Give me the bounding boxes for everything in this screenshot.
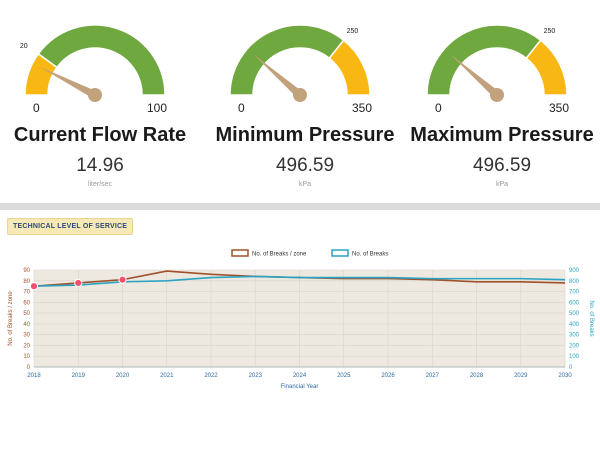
gauge-value: 496.59 (275, 155, 335, 176)
x-tick-label: 2020 (116, 373, 130, 379)
y-left-tick-label: 50 (23, 311, 30, 317)
y-right-tick-label: 700 (569, 290, 580, 296)
y-right-tick-label: 500 (569, 311, 580, 317)
gauge-title: Maximum Pressure (410, 124, 594, 146)
x-tick-label: 2023 (249, 373, 263, 379)
legend-swatch (331, 249, 349, 257)
minimum-pressure-gauge: 250 0 350 Minimum Pressure 496.59 kPa (205, 0, 405, 200)
data-point-marker (118, 275, 127, 284)
section-badge: TECHNICAL LEVEL OF SERVICE (7, 218, 134, 235)
x-tick-label: 2028 (470, 373, 484, 379)
y-left-tick-label: 60 (23, 300, 30, 306)
gauge-needle-hub (490, 88, 504, 102)
gauge-needle (253, 54, 303, 99)
y-right-tick-label: 900 (569, 268, 580, 274)
gauge-needle (39, 66, 97, 99)
x-tick-label: 2029 (514, 373, 528, 379)
gauge-unit: kPa (298, 181, 312, 188)
gauge-high-band (525, 39, 568, 96)
x-tick-label: 2027 (426, 373, 440, 379)
x-tick-label: 2019 (72, 373, 86, 379)
gauge-value: 496.59 (472, 155, 532, 176)
maximum-pressure-gauge-dial (426, 24, 568, 102)
gauge-unit: liter/sec (87, 181, 113, 188)
x-tick-label: 2025 (337, 373, 351, 379)
y-left-tick-label: 10 (23, 354, 30, 360)
gauge-threshold-label: 250 (346, 28, 359, 36)
gauge-threshold-label: 20 (19, 43, 28, 51)
y-right-tick-label: 400 (569, 322, 580, 328)
gauge-row: 20 0 100 Current Flow Rate 14.96 liter/s… (0, 0, 600, 200)
y-right-axis-title: No. of Breaks (588, 300, 594, 336)
y-left-tick-label: 20 (23, 343, 30, 349)
y-left-tick-label: 40 (23, 322, 30, 328)
gauge-max-label: 100 (147, 101, 168, 115)
gauge-min-label: 0 (435, 101, 442, 115)
y-left-tick-label: 70 (23, 290, 30, 296)
flow-rate-gauge-dial (24, 24, 166, 102)
data-point-marker (74, 278, 83, 288)
legend-label: No. of Breaks / zone (252, 252, 307, 258)
legend-label: No. of Breaks (352, 252, 388, 258)
y-left-tick-label: 0 (27, 365, 31, 371)
y-left-axis-title: No. of Breaks / zone (8, 291, 14, 346)
gauge-high-band (328, 39, 371, 96)
x-tick-label: 2026 (381, 373, 395, 379)
y-right-tick-label: 200 (569, 343, 580, 349)
y-left-tick-label: 30 (23, 333, 30, 339)
x-tick-label: 2021 (160, 373, 174, 379)
gauge-high-band (37, 24, 166, 96)
x-tick-label: 2024 (293, 373, 307, 379)
gauge-threshold-label: 250 (543, 28, 556, 36)
maximum-pressure-gauge: 250 0 350 Maximum Pressure 496.59 kPa (402, 0, 600, 200)
technical-level-of-service-panel: TECHNICAL LEVEL OF SERVICE 0 10 20 30 40 50 60… (0, 210, 600, 450)
section-divider (0, 203, 600, 210)
flow-rate-gauge: 20 0 100 Current Flow Rate 14.96 liter/s… (0, 0, 200, 200)
x-tick-label: 2022 (204, 373, 218, 379)
x-axis-title: Financial Year (281, 384, 319, 390)
minimum-pressure-gauge-dial (229, 24, 371, 102)
x-tick-label: 2030 (558, 373, 572, 379)
legend-swatch (231, 249, 249, 257)
gauge-needle-hub (88, 88, 102, 102)
gauge-value: 14.96 (76, 155, 124, 176)
y-right-tick-label: 100 (569, 354, 580, 360)
y-right-tick-label: 0 (569, 365, 573, 371)
gauge-title: Current Flow Rate (13, 124, 187, 146)
y-right-tick-label: 600 (569, 300, 580, 306)
data-point-marker (29, 282, 39, 291)
gauge-needle (450, 54, 500, 99)
gauge-needle-hub (293, 88, 307, 102)
gauge-max-label: 350 (352, 101, 373, 115)
breaks-line-chart: 0102030405060708090010020030040050060070… (8, 249, 594, 390)
y-right-tick-label: 300 (569, 333, 580, 339)
y-right-tick-label: 800 (569, 279, 580, 285)
gauge-unit: kPa (495, 181, 509, 188)
y-left-tick-label: 90 (23, 268, 30, 274)
gauge-title: Minimum Pressure (215, 124, 395, 146)
gauge-min-label: 0 (238, 101, 245, 115)
gauge-min-label: 0 (33, 101, 40, 115)
y-left-tick-label: 80 (23, 279, 30, 285)
gauge-max-label: 350 (549, 101, 570, 115)
x-tick-label: 2018 (27, 373, 41, 379)
